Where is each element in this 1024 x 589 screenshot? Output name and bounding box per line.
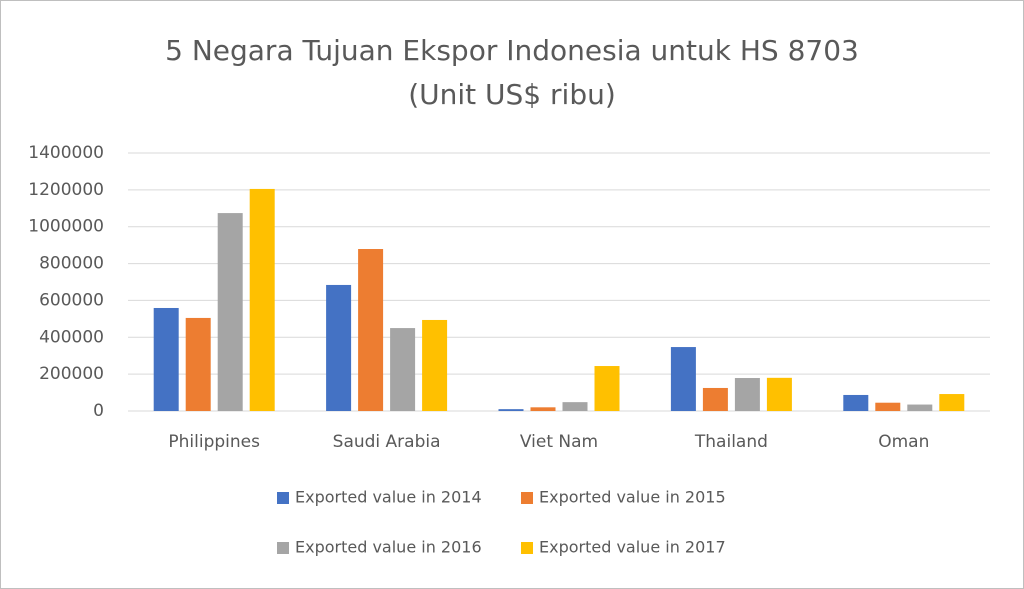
x-tick-label: Thailand xyxy=(694,432,768,452)
bar xyxy=(249,188,275,411)
x-tick-label: Oman xyxy=(878,432,929,452)
y-tick-label: 200000 xyxy=(39,364,104,384)
bar xyxy=(530,407,556,411)
y-tick-label: 400000 xyxy=(39,327,104,347)
y-tick-label: 1000000 xyxy=(28,217,104,237)
chart-subtitle: (Unit US$ ribu) xyxy=(408,78,616,111)
bar xyxy=(562,402,588,411)
bar xyxy=(670,347,696,411)
bar xyxy=(734,378,760,411)
chart-title: 5 Negara Tujuan Ekspor Indonesia untuk H… xyxy=(165,34,859,67)
legend-swatch xyxy=(521,492,533,504)
bar xyxy=(390,328,416,411)
legend-swatch xyxy=(277,542,289,554)
bar xyxy=(766,377,792,411)
y-tick-label: 1400000 xyxy=(28,143,104,163)
y-tick-label: 600000 xyxy=(39,290,104,310)
y-tick-label: 1200000 xyxy=(28,180,104,200)
bar xyxy=(358,249,384,411)
legend-label: Exported value in 2017 xyxy=(539,538,726,557)
bar xyxy=(594,366,620,411)
bar xyxy=(875,402,901,411)
bar xyxy=(326,284,352,411)
bar xyxy=(153,307,179,411)
bar xyxy=(217,213,243,411)
bar xyxy=(185,317,211,411)
bar xyxy=(422,319,448,411)
x-tick-label: Viet Nam xyxy=(520,432,598,452)
bar xyxy=(702,387,728,411)
legend-label: Exported value in 2016 xyxy=(295,538,482,557)
bar xyxy=(907,404,933,411)
legend-swatch xyxy=(521,542,533,554)
legend-swatch xyxy=(277,492,289,504)
bar xyxy=(498,409,524,411)
legend-label: Exported value in 2015 xyxy=(539,488,726,507)
legend-label: Exported value in 2014 xyxy=(295,488,482,507)
y-tick-label: 800000 xyxy=(39,254,104,274)
bar xyxy=(939,394,965,411)
x-tick-label: Saudi Arabia xyxy=(333,432,441,452)
y-tick-label: 0 xyxy=(93,401,104,421)
bar xyxy=(843,394,869,411)
x-tick-label: Philippines xyxy=(168,432,260,452)
